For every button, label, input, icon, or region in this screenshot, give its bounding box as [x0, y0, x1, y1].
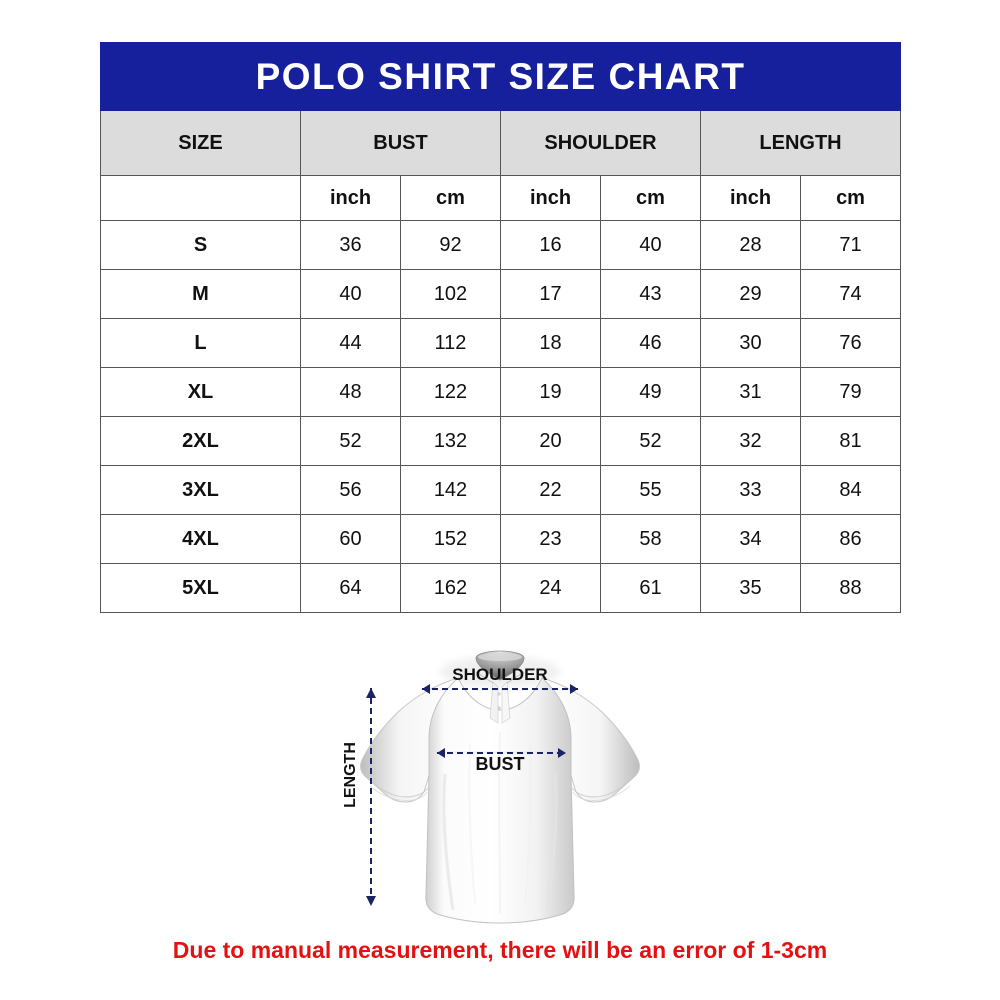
svg-text:BUST: BUST: [476, 754, 525, 774]
svg-text:SHOULDER: SHOULDER: [452, 665, 547, 684]
